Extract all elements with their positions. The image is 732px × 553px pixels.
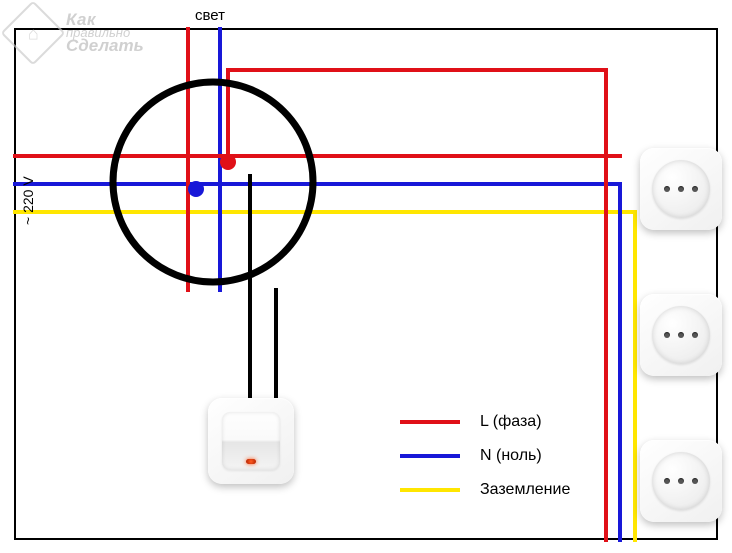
socket-hole (664, 186, 670, 192)
legend-swatch-n (400, 454, 460, 458)
socket-hole (678, 332, 684, 338)
switch-indicator-led (246, 459, 256, 464)
light-switch (208, 398, 294, 484)
socket-hole (678, 478, 684, 484)
legend-label-n: N (ноль) (480, 447, 542, 465)
socket-hole (692, 478, 698, 484)
legend-label-l: L (фаза) (480, 413, 542, 431)
house-icon: ⌂ (0, 0, 65, 65)
legend-row-l: L (фаза) (400, 410, 570, 434)
legend-swatch-l (400, 420, 460, 424)
socket-face (652, 452, 710, 510)
socket-hole (678, 186, 684, 192)
socket-hole (664, 332, 670, 338)
power-socket (640, 148, 722, 230)
legend-row-n: N (ноль) (400, 444, 570, 468)
power-socket (640, 440, 722, 522)
label-light: свет (195, 7, 225, 24)
switch-rocker (222, 412, 280, 470)
label-voltage: ~ 220 V (20, 176, 36, 225)
power-socket (640, 294, 722, 376)
socket-face (652, 160, 710, 218)
legend-row-pe: Заземление (400, 478, 570, 502)
socket-hole (664, 478, 670, 484)
legend: L (фаза) N (ноль) Заземление (400, 410, 570, 512)
watermark: ⌂ Как правильно Сделать (0, 0, 144, 56)
watermark-line3: Сделать (66, 37, 144, 54)
socket-hole (692, 186, 698, 192)
wiring-svg (0, 0, 732, 553)
socket-face (652, 306, 710, 364)
socket-hole (692, 332, 698, 338)
legend-swatch-pe (400, 488, 460, 492)
legend-label-pe: Заземление (480, 481, 570, 499)
